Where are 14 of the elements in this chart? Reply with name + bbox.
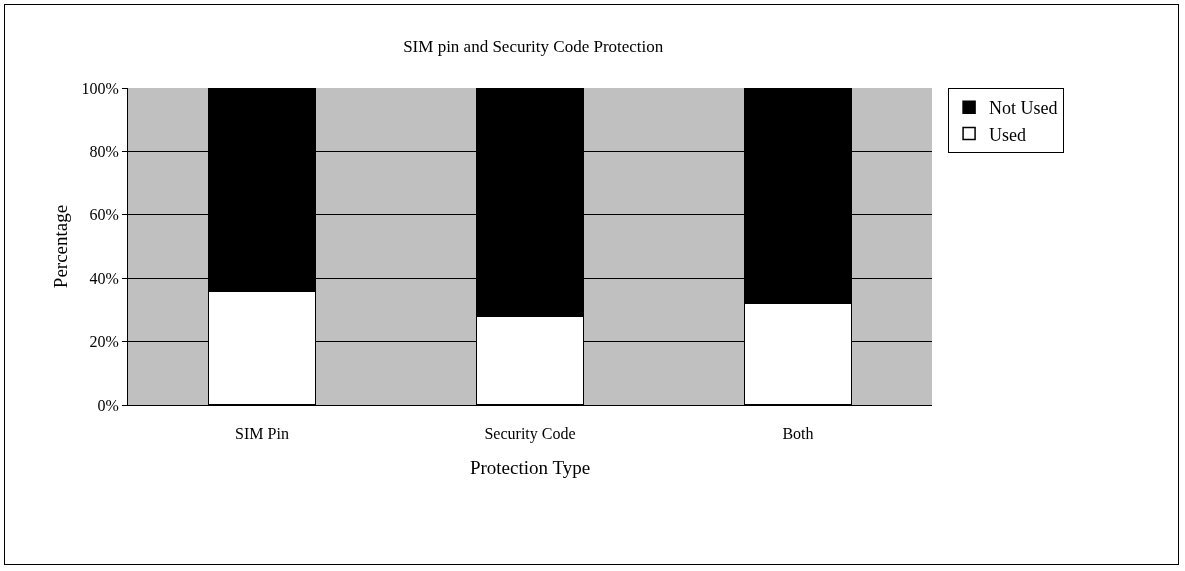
legend-label: Used xyxy=(989,124,1027,145)
y-axis-title: Percentage xyxy=(50,204,72,289)
y-tick-label: 80% xyxy=(89,143,119,160)
y-tick-label: 20% xyxy=(89,333,119,351)
x-tick-label: Security Code xyxy=(484,425,576,444)
y-tick-label: 40% xyxy=(89,269,119,287)
x-axis-title: Protection Type xyxy=(469,457,591,478)
x-tick-label: SIM Pin xyxy=(235,425,289,443)
chart-title: SIM pin and Security Code Protection xyxy=(403,36,664,56)
legend-label: Not Used xyxy=(989,98,1058,119)
y-tick-label: 0% xyxy=(97,396,119,414)
x-tick-label: Both xyxy=(782,425,814,443)
y-tick-label: 60% xyxy=(89,206,119,224)
y-tick-label: 100% xyxy=(81,79,119,97)
